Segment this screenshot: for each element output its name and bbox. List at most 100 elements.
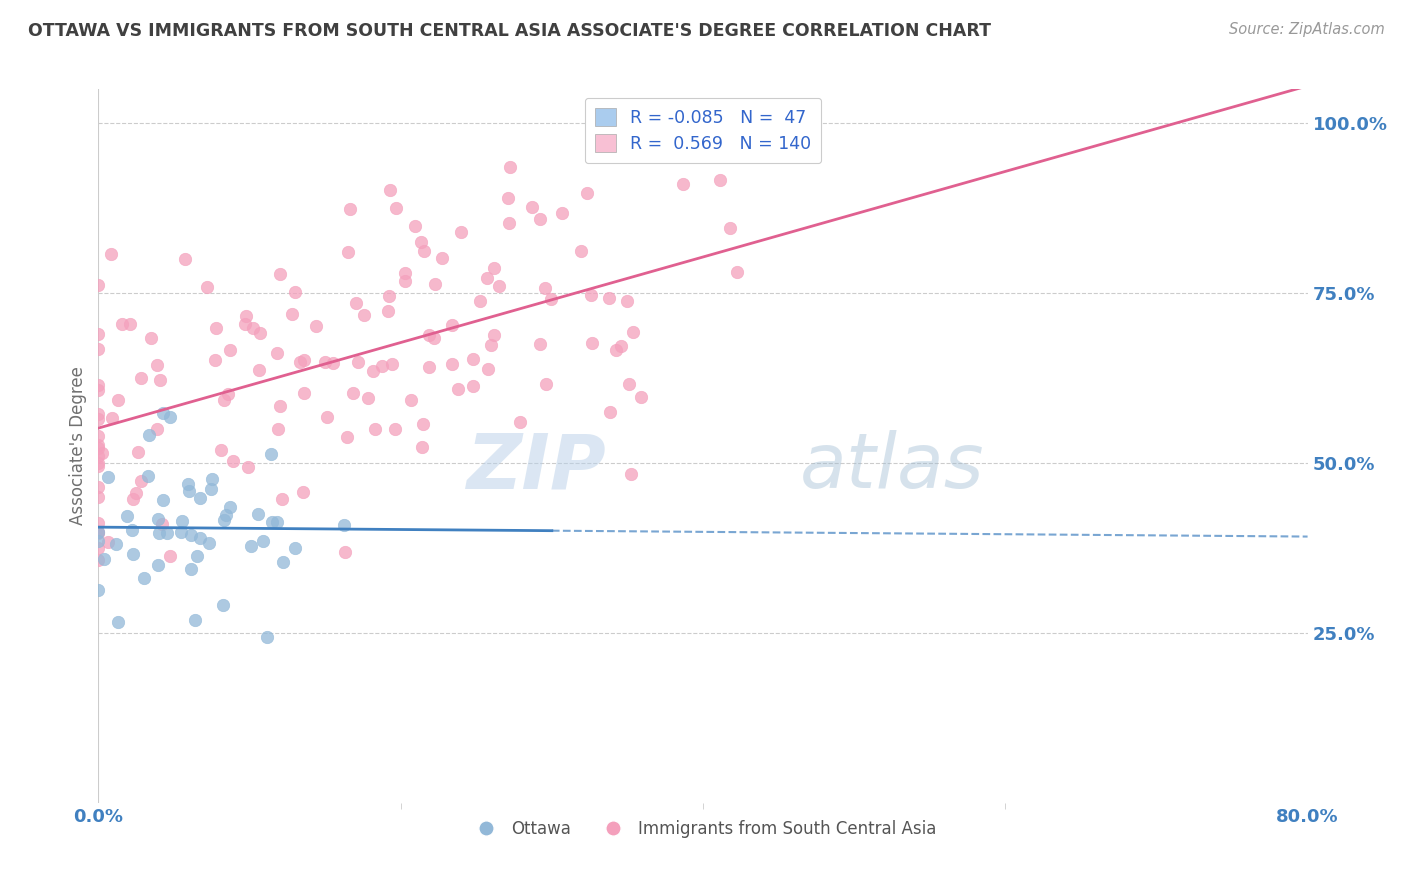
Point — [87, 429, 110, 443]
Point — [209, 443, 232, 458]
Point — [529, 212, 551, 227]
Point — [107, 615, 129, 629]
Point — [672, 177, 695, 191]
Point — [363, 422, 385, 436]
Point — [599, 404, 621, 418]
Point — [205, 321, 228, 335]
Point — [520, 200, 543, 214]
Point — [292, 485, 315, 500]
Point — [152, 406, 174, 420]
Point — [394, 274, 416, 288]
Point — [353, 308, 375, 322]
Point — [581, 335, 603, 350]
Point — [235, 309, 257, 323]
Point — [170, 525, 193, 540]
Point — [87, 480, 110, 494]
Point — [394, 266, 416, 280]
Point — [97, 470, 120, 484]
Point — [725, 264, 748, 278]
Point — [215, 508, 238, 522]
Point — [281, 306, 304, 320]
Point — [529, 337, 551, 351]
Point — [509, 415, 531, 429]
Point — [378, 183, 401, 197]
Point — [540, 293, 562, 307]
Point — [233, 317, 256, 331]
Point — [384, 201, 406, 215]
Point — [87, 524, 110, 539]
Point — [134, 571, 156, 585]
Point — [316, 409, 339, 424]
Point — [617, 377, 640, 392]
Point — [605, 343, 627, 358]
Point — [188, 531, 211, 545]
Point — [87, 490, 110, 504]
Point — [107, 392, 129, 407]
Point — [141, 331, 163, 345]
Point — [616, 293, 638, 308]
Point — [288, 355, 311, 369]
Point — [100, 247, 122, 261]
Point — [200, 482, 222, 496]
Point — [148, 558, 170, 573]
Point — [409, 235, 432, 250]
Point — [418, 327, 440, 342]
Point — [111, 317, 134, 331]
Point — [336, 245, 359, 260]
Point — [222, 454, 245, 468]
Point — [477, 361, 499, 376]
Point — [180, 562, 202, 576]
Point — [115, 509, 138, 524]
Point — [87, 553, 110, 567]
Point — [197, 536, 219, 550]
Point — [441, 358, 464, 372]
Point — [184, 613, 207, 627]
Point — [262, 515, 284, 529]
Point — [219, 500, 242, 514]
Point — [536, 376, 558, 391]
Point — [468, 294, 491, 309]
Point — [247, 363, 270, 377]
Point — [259, 446, 281, 460]
Point — [384, 422, 406, 436]
Point — [284, 541, 307, 555]
Point — [620, 467, 643, 481]
Point — [271, 492, 294, 507]
Point — [174, 252, 197, 266]
Point — [87, 534, 110, 549]
Point — [363, 364, 385, 378]
Point — [180, 528, 202, 542]
Point — [212, 513, 235, 527]
Text: atlas: atlas — [800, 431, 984, 504]
Point — [576, 186, 599, 200]
Point — [195, 279, 218, 293]
Point — [579, 288, 602, 302]
Point — [357, 391, 380, 405]
Point — [381, 357, 404, 371]
Point — [413, 244, 436, 258]
Point — [214, 393, 236, 408]
Point — [159, 549, 181, 563]
Point — [333, 545, 356, 559]
Point — [447, 383, 470, 397]
Point — [131, 371, 153, 385]
Point — [630, 390, 652, 404]
Point — [479, 337, 502, 351]
Text: OTTAWA VS IMMIGRANTS FROM SOUTH CENTRAL ASIA ASSOCIATE'S DEGREE CORRELATION CHAR: OTTAWA VS IMMIGRANTS FROM SOUTH CENTRAL … — [28, 22, 991, 40]
Point — [87, 407, 110, 421]
Point — [430, 251, 453, 265]
Point — [242, 321, 264, 335]
Point — [482, 261, 505, 276]
Point — [266, 515, 288, 529]
Point — [136, 469, 159, 483]
Point — [170, 514, 193, 528]
Point — [621, 325, 644, 339]
Point — [269, 267, 291, 281]
Point — [322, 356, 344, 370]
Point — [418, 359, 440, 374]
Point — [87, 326, 110, 341]
Point — [346, 354, 368, 368]
Point — [87, 583, 110, 598]
Point — [152, 493, 174, 508]
Y-axis label: Associate's Degree: Associate's Degree — [69, 367, 87, 525]
